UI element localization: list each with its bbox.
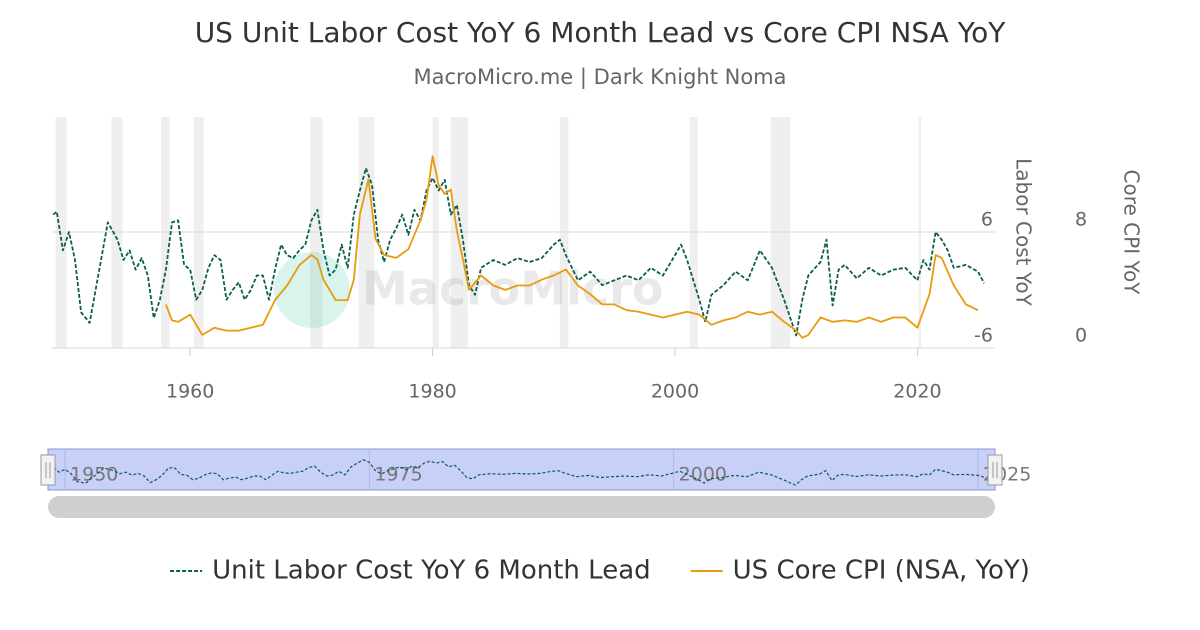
legend-label: Unit Labor Cost YoY 6 Month Lead [212,556,651,586]
navigator-line [49,459,985,486]
x-tick-label: 2000 [651,381,699,403]
navigator-handle[interactable] [40,454,56,486]
navigator-tick-label: 2000 [679,464,727,486]
legend-item[interactable]: US Core CPI (NSA, YoY) [690,556,1030,586]
legend-item[interactable]: Unit Labor Cost YoY 6 Month Lead [170,556,651,586]
y2-tick-label: 0 [1075,325,1087,347]
watermark-logo [274,252,350,328]
y-axis-title: Labor Cost YoY [1012,158,1036,307]
x-tick-label: 1980 [408,381,456,403]
y-tick-label: -6 [974,325,993,347]
y-tick-label: 6 [981,209,993,231]
chart-subtitle: MacroMicro.me | Dark Knight Noma [413,65,786,90]
series-line [165,155,979,339]
y2-axis-title: Core CPI YoY [1120,170,1144,296]
y2-tick-label: 8 [1075,208,1087,230]
navigator-tick-label: 1975 [374,464,422,486]
navigator-window[interactable] [47,448,996,491]
scrollbar[interactable] [48,496,995,518]
plot-area [52,117,995,356]
handle-body [40,454,56,486]
x-tick-label: 2020 [893,381,941,403]
handle-body [987,454,1003,486]
navigator-handle[interactable] [987,454,1003,486]
legend: Unit Labor Cost YoY 6 Month Lead US Core … [170,556,1030,586]
chart-title: US Unit Labor Cost YoY 6 Month Lead vs C… [195,16,1007,49]
series-line [52,167,985,337]
x-tick-label: 1960 [166,381,214,403]
watermark: MacroMicro [274,252,663,328]
legend-label: US Core CPI (NSA, YoY) [733,556,1030,586]
watermark-text: MacroMicro [362,262,663,316]
